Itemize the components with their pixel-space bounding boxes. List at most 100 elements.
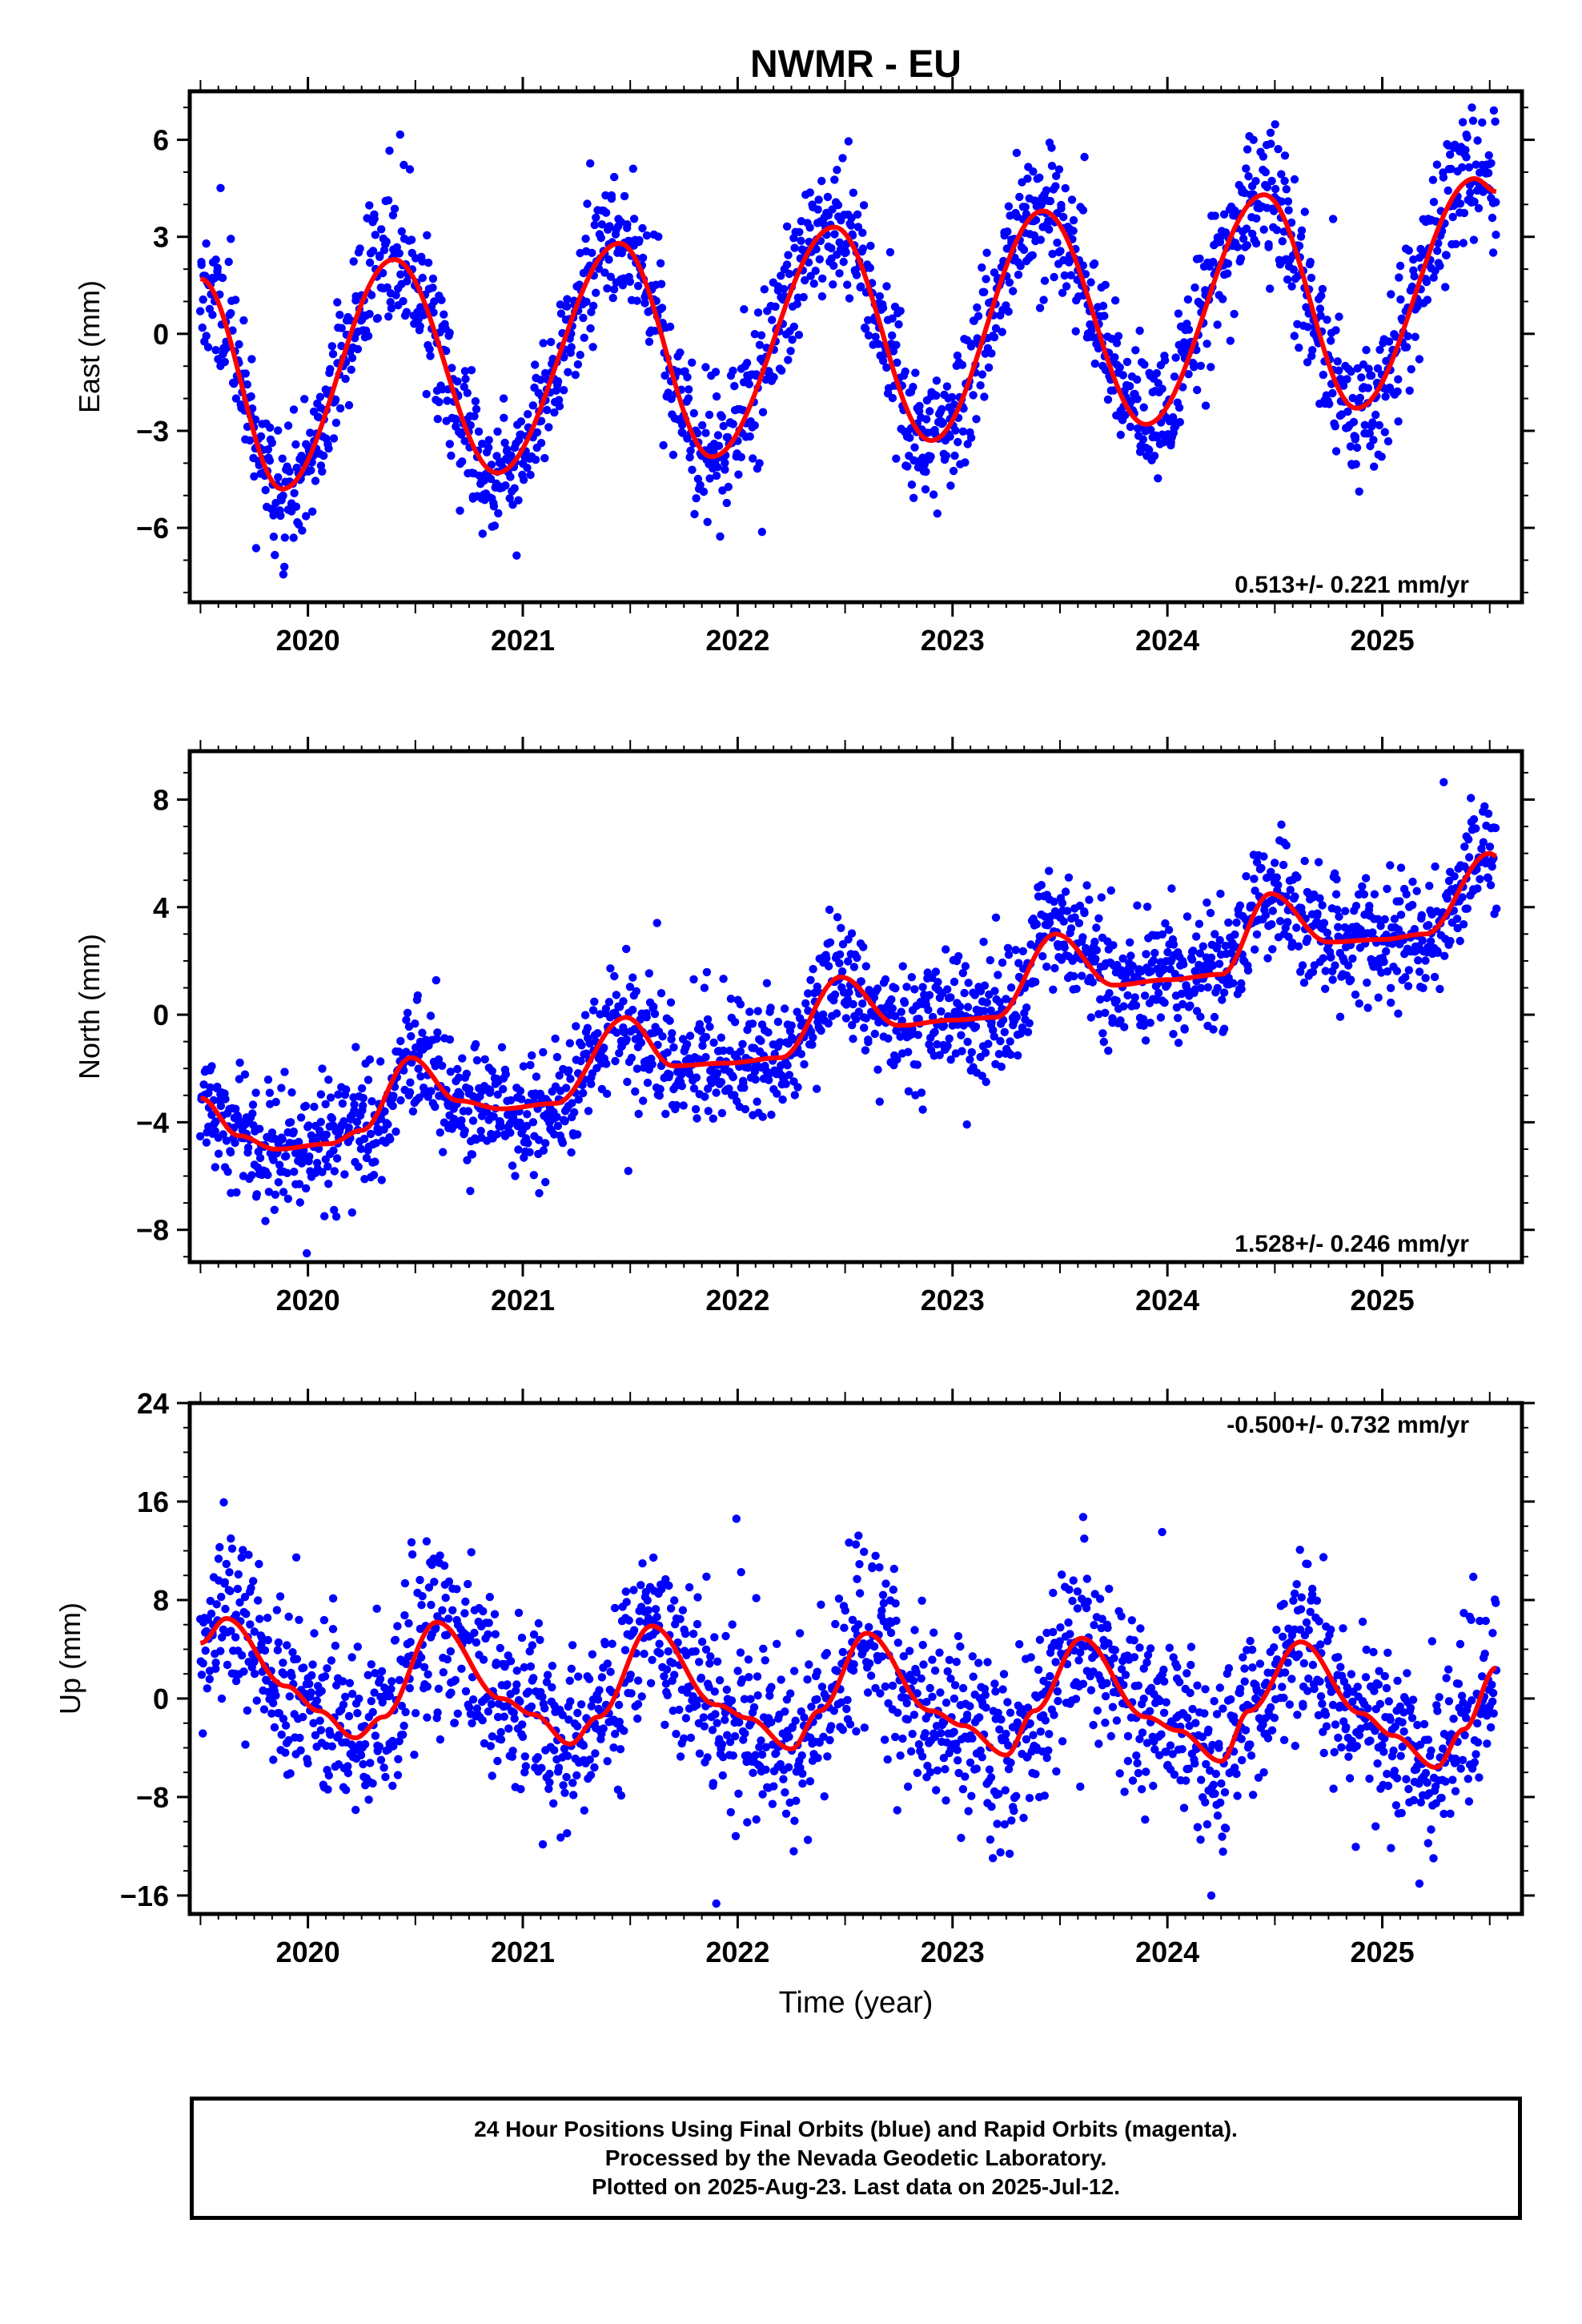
east-data-point	[1101, 280, 1110, 289]
north-data-point	[1199, 942, 1208, 951]
east-data-point	[1369, 436, 1378, 444]
east-data-point	[1492, 231, 1500, 239]
north-data-point	[793, 1083, 802, 1092]
north-data-point	[406, 1078, 415, 1087]
east-data-point	[1207, 363, 1215, 372]
east-data-point	[793, 300, 801, 308]
up-data-point	[274, 1638, 283, 1647]
up-data-point	[331, 1641, 340, 1651]
east-data-point	[709, 446, 718, 456]
east-data-point	[1069, 215, 1078, 225]
north-data-point	[255, 1153, 265, 1163]
east-data-point	[667, 394, 676, 404]
east-data-point	[909, 383, 917, 392]
east-data-point	[1022, 210, 1031, 219]
up-data-point	[308, 1660, 317, 1669]
east-data-point	[892, 454, 901, 463]
north-data-point	[436, 1128, 444, 1137]
east-data-point	[335, 404, 345, 413]
east-data-point	[1184, 370, 1193, 379]
north-data-point	[1000, 1027, 1010, 1037]
east-data-point	[669, 450, 678, 460]
east-data-point	[878, 304, 888, 312]
up-data-point	[538, 1839, 548, 1849]
north-data-point	[1291, 892, 1299, 901]
north-data-point	[464, 1107, 473, 1116]
north-data-point	[1484, 809, 1493, 818]
east-data-point	[279, 570, 288, 579]
up-data-point	[207, 1609, 216, 1618]
east-data-point	[849, 188, 858, 197]
north-data-point	[1174, 1039, 1183, 1047]
east-data-point	[724, 482, 733, 492]
north-data-point	[282, 1152, 291, 1160]
east-data-point	[1023, 174, 1032, 183]
north-data-point	[350, 1100, 359, 1109]
east-data-point	[1411, 332, 1419, 341]
up-data-point	[448, 1606, 457, 1615]
up-data-point	[394, 1755, 403, 1763]
up-x-tick-label: 2020	[276, 1936, 340, 1968]
east-data-point	[1252, 214, 1261, 223]
east-data-point	[1040, 276, 1050, 285]
east-data-point	[224, 257, 233, 267]
north-data-point	[329, 1146, 338, 1155]
east-data-point	[797, 236, 805, 245]
east-data-point	[269, 533, 279, 541]
east-data-point	[950, 451, 959, 460]
east-x-tick-label: 2023	[921, 624, 985, 657]
north-data-point	[1031, 978, 1040, 987]
north-x-tick-label: 2023	[921, 1284, 985, 1317]
east-data-point	[921, 467, 930, 476]
east-data-point	[1244, 172, 1253, 181]
east-data-point	[1146, 425, 1155, 434]
up-data-point	[237, 1651, 247, 1660]
north-data-point	[1022, 1003, 1031, 1012]
up-data-point	[416, 1653, 426, 1662]
north-data-point	[1126, 951, 1135, 960]
up-data-point	[484, 1618, 493, 1627]
up-data-point	[440, 1561, 449, 1570]
east-data-point	[291, 502, 301, 511]
east-data-point	[858, 228, 867, 237]
east-data-point	[416, 322, 424, 331]
up-data-point	[214, 1554, 223, 1563]
up-data-point	[434, 1684, 444, 1693]
east-data-point	[737, 452, 745, 461]
east-data-point	[760, 285, 769, 294]
north-data-point	[433, 1028, 442, 1037]
east-data-point	[845, 294, 854, 303]
north-data-point	[427, 1087, 436, 1096]
east-data-point	[716, 532, 725, 541]
up-data-point	[199, 1659, 207, 1668]
north-data-point	[1219, 988, 1229, 997]
up-data-point	[241, 1740, 250, 1749]
up-data-point	[327, 1742, 336, 1751]
east-data-point	[1289, 265, 1299, 274]
north-data-point	[468, 1116, 478, 1125]
up-data-point	[524, 1687, 533, 1696]
east-data-point	[794, 331, 804, 340]
east-data-point	[828, 205, 837, 214]
up-data-point	[550, 1746, 559, 1755]
east-data-point	[1487, 159, 1496, 167]
north-data-point	[439, 1148, 448, 1156]
north-data-point	[396, 1036, 405, 1046]
north-data-point	[1283, 918, 1292, 927]
north-data-point	[958, 1047, 966, 1055]
north-data-point	[996, 1036, 1005, 1046]
north-data-point	[1387, 998, 1395, 1007]
east-data-point	[576, 351, 584, 360]
up-data-point	[427, 1600, 436, 1610]
up-data-point	[281, 1721, 291, 1730]
up-data-point	[439, 1668, 448, 1677]
north-data-point	[825, 905, 834, 915]
north-data-point	[1203, 983, 1213, 992]
north-data-point	[1386, 983, 1395, 993]
north-data-point	[1104, 1046, 1113, 1055]
north-data-point	[492, 1130, 501, 1139]
north-data-point	[354, 1162, 363, 1172]
north-data-point	[251, 1088, 260, 1097]
east-data-point	[1005, 278, 1014, 287]
east-data-point	[910, 443, 919, 452]
